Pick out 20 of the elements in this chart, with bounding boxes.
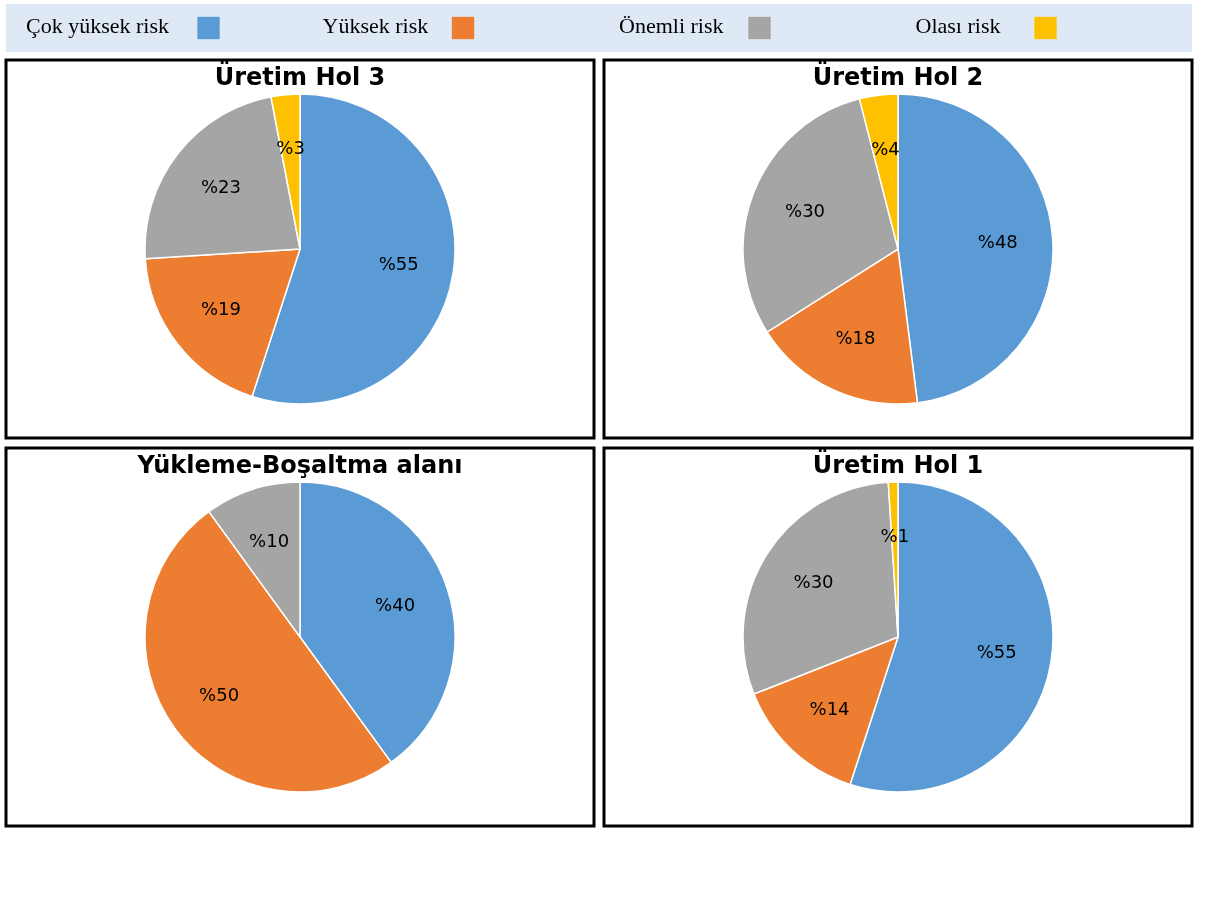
chart-title: Üretim Hol 2	[812, 61, 984, 91]
data-label: %30	[793, 571, 834, 593]
data-label: %18	[835, 327, 876, 349]
data-label: %48	[977, 230, 1018, 252]
data-label: %30	[785, 200, 826, 222]
legend-label: Olası risk	[915, 13, 1001, 38]
legend-label: Çok yüksek risk	[26, 13, 169, 38]
data-label: %40	[375, 594, 416, 616]
legend-label: Yüksek risk	[322, 13, 429, 38]
legend-label: Önemli risk	[619, 13, 724, 38]
data-label: %23	[200, 175, 241, 197]
chart-title: Üretim Hol 1	[812, 449, 984, 479]
data-label: %55	[976, 640, 1017, 662]
text: Üretim Hol 3	[214, 61, 386, 91]
data-label: %55	[378, 252, 419, 274]
data-label: %14	[809, 697, 850, 719]
data-label: %50	[199, 683, 240, 705]
data-label: %19	[200, 298, 241, 320]
data-label: %10	[249, 529, 290, 551]
chart-title: Yükleme-Boşaltma alanı	[136, 451, 463, 479]
